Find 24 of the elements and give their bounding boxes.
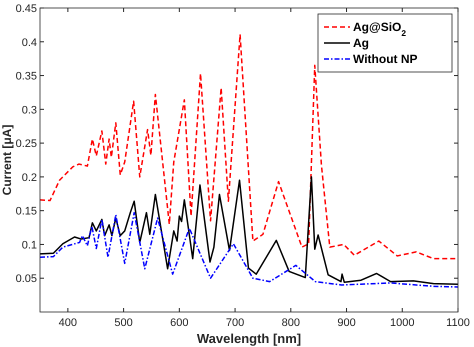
legend-label: Without NP [353,52,418,66]
legend-label: Ag [353,36,369,50]
x-tick-label: 700 [226,317,244,329]
y-tick-label: 0.35 [16,70,37,83]
x-tick-label: 800 [282,317,300,329]
y-tick-label: 0.15 [16,206,37,218]
x-tick-label: 500 [114,317,133,329]
y-tick-label: 0.45 [16,3,37,15]
legend-label: Ag@SiO$_{2}$ [353,20,406,38]
x-tick-label: 1000 [390,317,415,329]
y-tick-label: 0.05 [16,273,37,286]
y-tick-label: 0.4 [22,36,37,49]
x-axis-title: Wavelength [nm] [196,331,302,346]
y-tick-label: 0.25 [16,138,37,150]
y-tick-label: 0.1 [22,239,37,252]
x-tick-label: 1100 [446,317,470,329]
y-axis-title: Current [μA] [0,124,14,196]
line-series [40,212,458,288]
y-tick-label: 0.2 [22,172,37,184]
x-tick-label: 900 [337,317,356,329]
y-tick-label: 0.3 [22,104,37,116]
x-tick-label: 600 [170,317,189,329]
line-series [40,176,458,286]
x-tick-label: 400 [58,317,78,329]
